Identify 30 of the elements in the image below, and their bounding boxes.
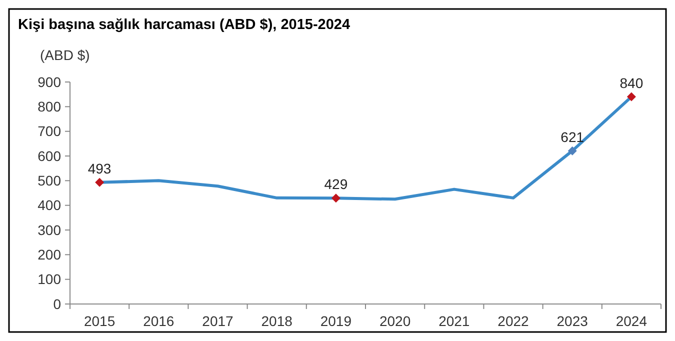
y-tick-label: 600 bbox=[38, 148, 62, 164]
chart-title: Kişi başına sağlık harcaması (ABD $), 2015-2024 bbox=[18, 17, 350, 33]
x-tick-label: 2022 bbox=[498, 313, 530, 329]
x-tick-label: 2024 bbox=[616, 313, 648, 329]
x-tick-label: 2023 bbox=[556, 313, 588, 329]
y-tick-label: 100 bbox=[38, 271, 62, 288]
x-tick-label: 2021 bbox=[438, 313, 470, 329]
data-label: 840 bbox=[620, 74, 644, 91]
x-tick-label: 2018 bbox=[261, 313, 293, 329]
point bbox=[568, 146, 577, 156]
point bbox=[331, 194, 340, 203]
x-tick-label: 2016 bbox=[143, 313, 174, 329]
y-tick-label: 200 bbox=[38, 246, 62, 263]
y-tick-label: 800 bbox=[38, 98, 62, 115]
x-tick-label: 2017 bbox=[202, 313, 234, 329]
y-tick-label: 300 bbox=[38, 222, 62, 238]
x-tick-label: 2015 bbox=[84, 313, 116, 329]
data-label: 429 bbox=[324, 176, 348, 192]
x-tick-label: 2020 bbox=[379, 313, 411, 329]
y-tick-label: 900 bbox=[38, 74, 62, 90]
data-label: 621 bbox=[560, 128, 584, 145]
point bbox=[95, 178, 104, 187]
data-label: 493 bbox=[88, 160, 112, 176]
y-tick-label: 0 bbox=[53, 296, 62, 312]
y-axis-title: (ABD $) bbox=[40, 47, 90, 63]
x-tick-label: 2019 bbox=[320, 313, 352, 329]
y-tick-label: 400 bbox=[38, 197, 62, 214]
point bbox=[626, 92, 636, 102]
y-tick-label: 700 bbox=[38, 123, 62, 140]
y-tick-label: 500 bbox=[38, 172, 62, 189]
